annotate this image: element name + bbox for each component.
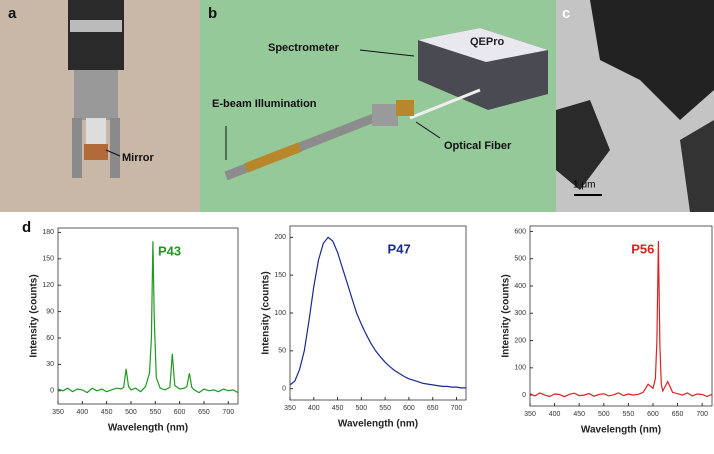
x-tick-label: 600: [174, 409, 186, 416]
plot-frame: [529, 225, 713, 407]
y-tick-label: 150: [274, 272, 286, 279]
x-tick-label: 350: [524, 411, 536, 418]
y-tick-label: 90: [46, 308, 54, 315]
x-tick-label: 550: [149, 409, 161, 416]
x-tick-label: 650: [672, 411, 684, 418]
y-axis-label: Intensity (counts): [29, 274, 40, 357]
annotation: Optical Fiber: [444, 140, 512, 152]
spectrometer-top: [418, 28, 548, 62]
scale-label: 1 μm: [573, 180, 595, 191]
particle: [680, 120, 714, 212]
y-tick-label: 200: [274, 234, 286, 241]
y-tick-label: 0: [522, 392, 526, 399]
particle: [556, 100, 610, 190]
x-tick-label: 500: [598, 411, 610, 418]
x-tick-label: 350: [284, 405, 296, 412]
brand: QEPro: [470, 36, 505, 48]
annotation: Mirror: [122, 152, 155, 164]
x-tick-label: 350: [52, 409, 64, 416]
spectrum-line: [289, 236, 466, 389]
spectrum-line: [57, 241, 239, 394]
annotation: E-beam Illumination: [212, 98, 317, 110]
x-tick-label: 400: [549, 411, 561, 418]
mirror: [84, 144, 108, 160]
y-tick-label: 100: [274, 310, 286, 317]
chart-title: P47: [388, 241, 411, 256]
probe-tip: [396, 100, 414, 116]
x-tick-label: 700: [696, 411, 708, 418]
plot-frame: [57, 227, 239, 405]
sample-rod: [86, 118, 106, 146]
chart-title: P56: [631, 241, 654, 256]
y-tick-label: 0: [50, 388, 54, 395]
y-tick-label: 60: [46, 335, 54, 342]
chart-title: P43: [158, 243, 181, 258]
panel-letter: d: [22, 219, 31, 236]
y-tick-label: 30: [46, 361, 54, 368]
x-tick-label: 650: [427, 405, 439, 412]
probe-gold: [244, 142, 302, 173]
panel-letter: a: [8, 5, 17, 22]
holder: [68, 0, 124, 70]
arrow: [415, 121, 441, 139]
arrow: [105, 149, 121, 157]
y-tick-label: 180: [42, 229, 54, 236]
x-tick-label: 450: [332, 405, 344, 412]
particle: [590, 0, 714, 120]
y-tick-label: 600: [514, 228, 526, 235]
x-tick-label: 450: [573, 411, 585, 418]
y-tick-label: 120: [42, 282, 54, 289]
y-tick-label: 0: [282, 385, 286, 392]
probe-head: [372, 104, 398, 126]
x-tick-label: 450: [101, 409, 113, 416]
y-tick-label: 300: [514, 310, 526, 317]
y-axis-label: Intensity (counts): [501, 274, 512, 357]
x-axis-label: Wavelength (nm): [338, 419, 418, 430]
x-tick-label: 650: [198, 409, 210, 416]
y-tick-label: 500: [514, 256, 526, 263]
panel-a: a Mirror: [0, 0, 200, 212]
fiber: [409, 88, 481, 120]
y-tick-label: 50: [278, 348, 286, 355]
x-tick-label: 400: [76, 409, 88, 416]
x-tick-label: 600: [647, 411, 659, 418]
x-tick-label: 500: [125, 409, 137, 416]
holder-body: [74, 70, 118, 120]
x-tick-label: 700: [451, 405, 463, 412]
y-axis-label: Intensity (counts): [261, 271, 272, 354]
panel-letter: c: [562, 5, 570, 22]
panel-letter: b: [208, 5, 217, 22]
y-tick-label: 400: [514, 283, 526, 290]
y-tick-label: 100: [514, 365, 526, 372]
x-axis-label: Wavelength (nm): [581, 425, 661, 436]
y-tick-label: 150: [42, 256, 54, 263]
plot-frame: [289, 225, 467, 401]
x-tick-label: 550: [623, 411, 635, 418]
clip-right: [110, 118, 120, 178]
spectrum-line: [529, 240, 713, 398]
x-axis-label: Wavelength (nm): [108, 423, 188, 434]
panel-b: b Spectrometer QEPro E-beam Illumination…: [200, 0, 556, 212]
x-tick-label: 550: [379, 405, 391, 412]
x-tick-label: 500: [356, 405, 368, 412]
x-tick-label: 700: [222, 409, 234, 416]
clip-left: [72, 118, 82, 178]
holder-ring: [70, 20, 122, 32]
panel-c: c 1 μm: [556, 0, 714, 212]
x-tick-label: 600: [403, 405, 415, 412]
arrow: [359, 49, 415, 57]
y-tick-label: 200: [514, 337, 526, 344]
annotation: Spectrometer: [268, 42, 340, 54]
x-tick-label: 400: [308, 405, 320, 412]
